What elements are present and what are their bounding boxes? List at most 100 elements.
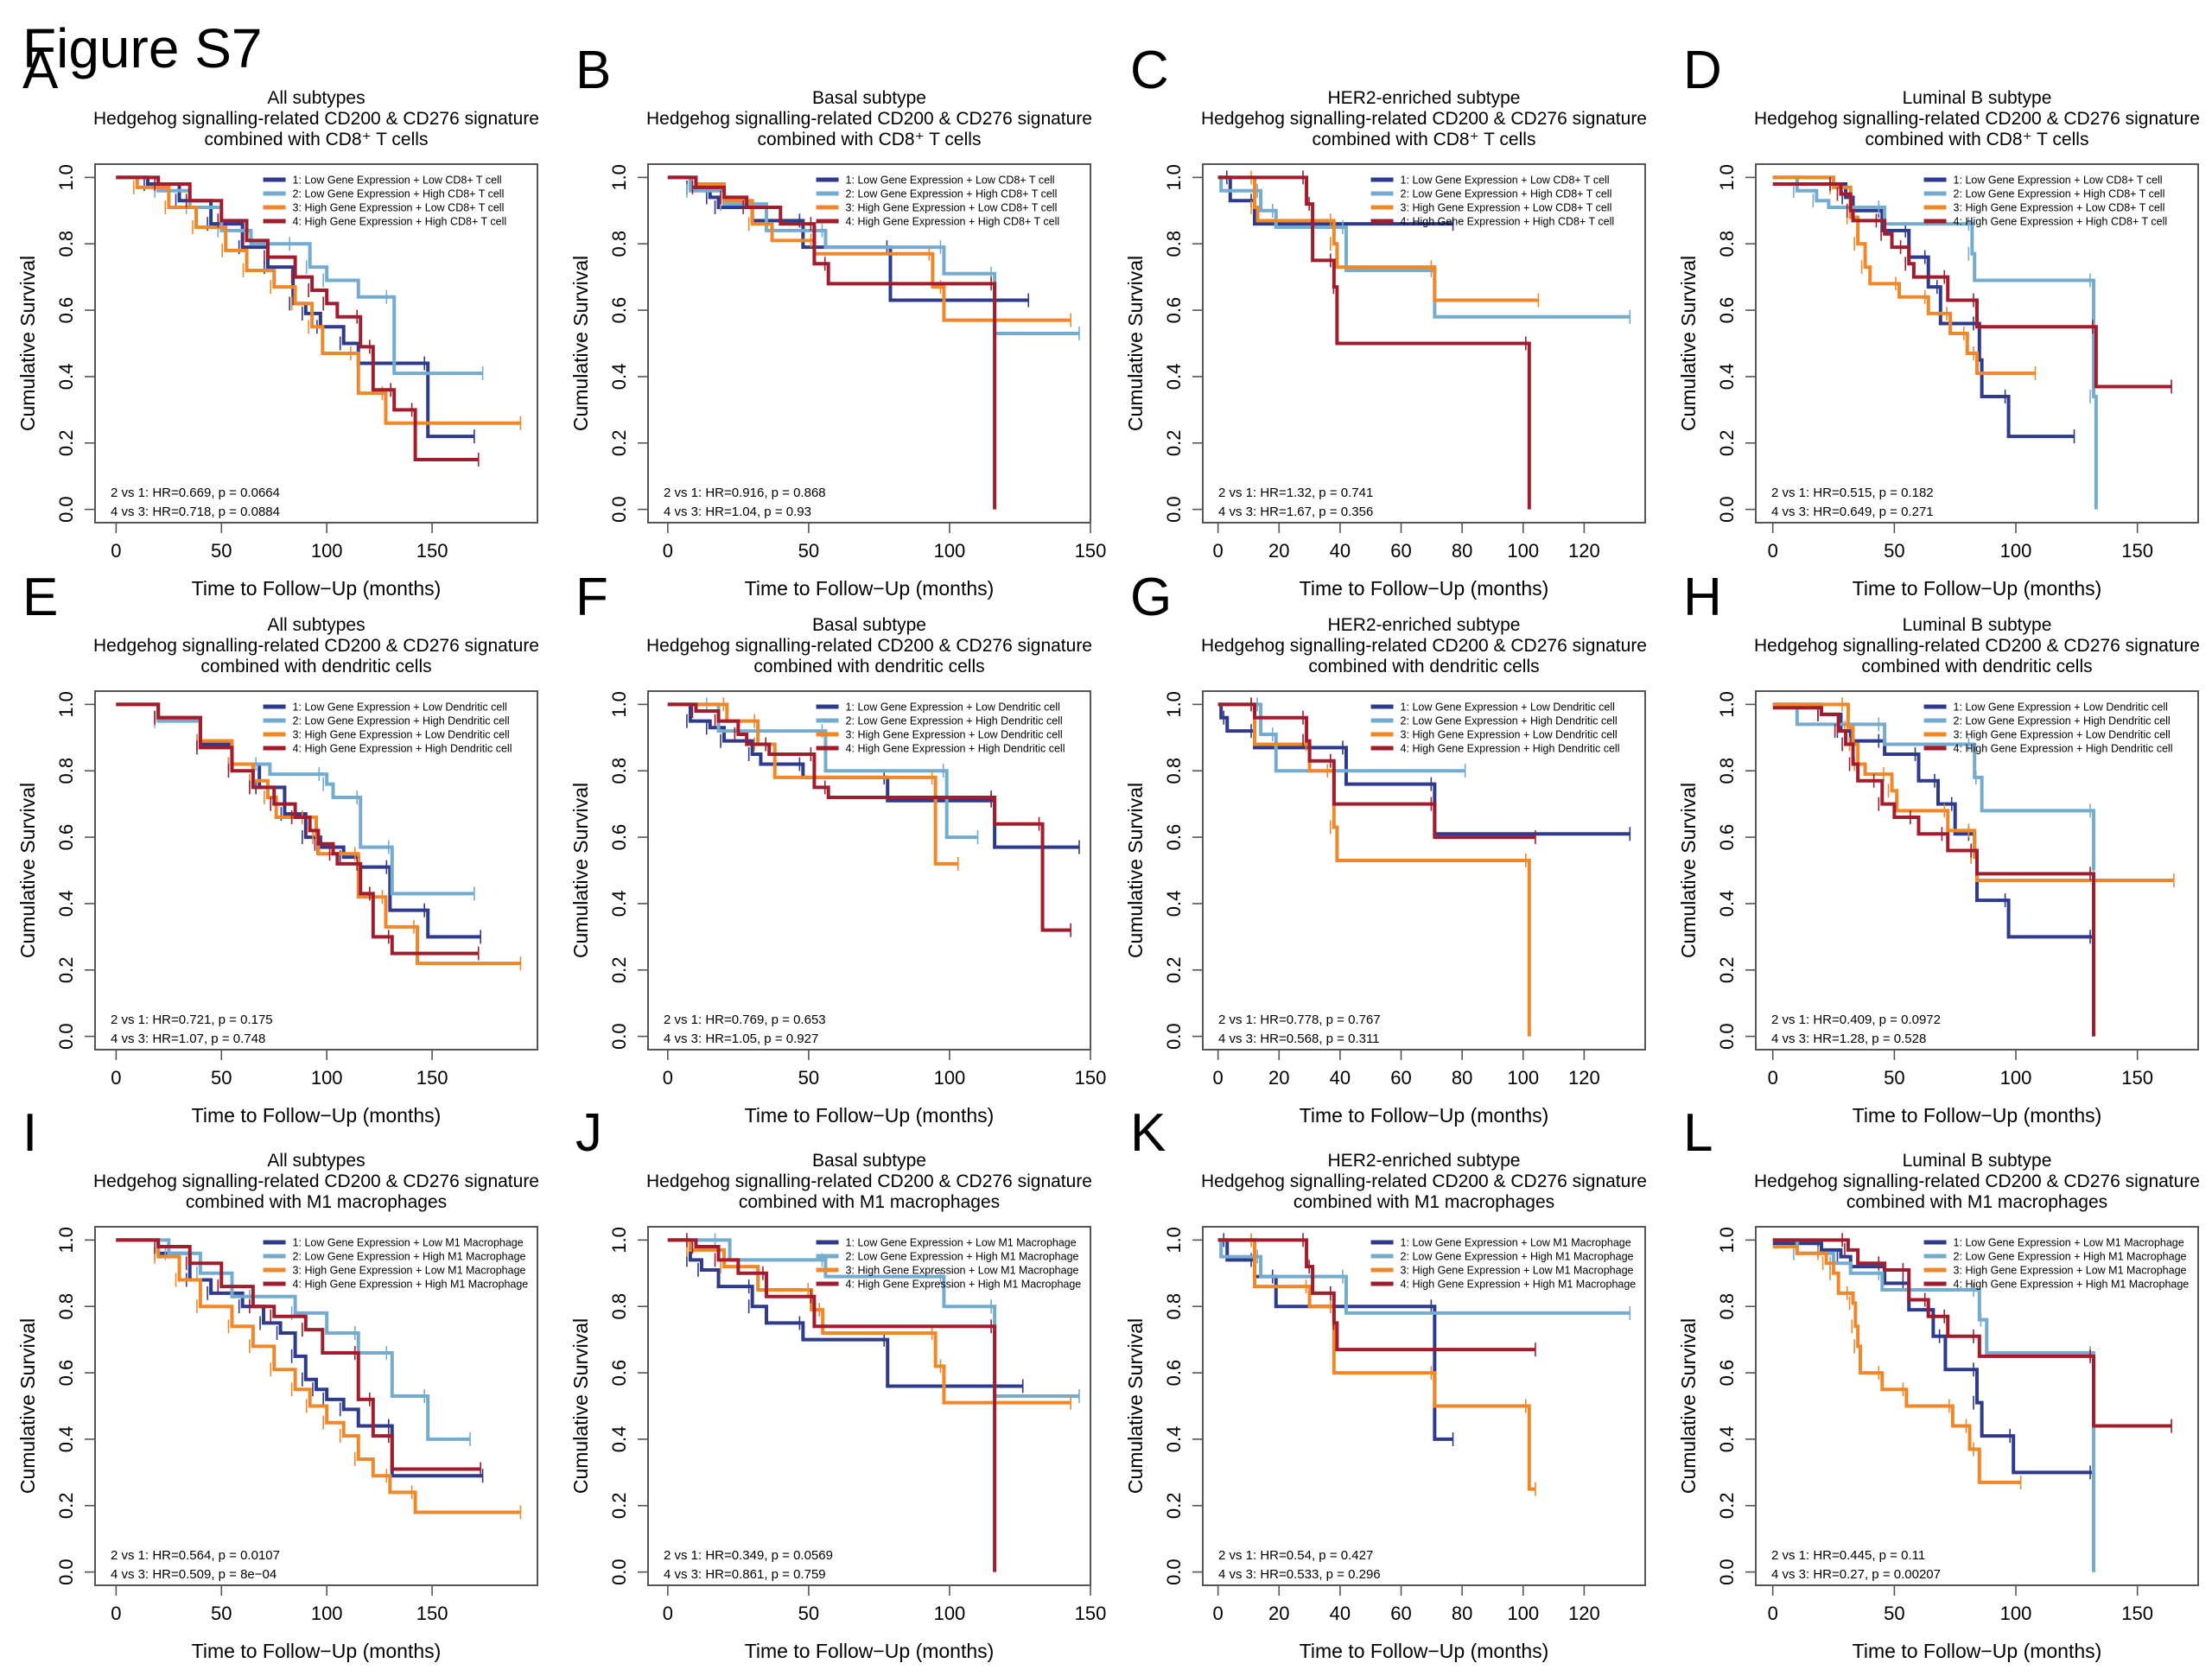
hazard-ratio-stat: 4 vs 3: HR=0.27, p = 0.00207 <box>1771 1567 1941 1582</box>
x-tick-label: 60 <box>1390 1603 1411 1624</box>
legend-label: 1: Low Gene Expression + Low M1 Macropha… <box>293 1237 524 1249</box>
y-tick-label: 0.0 <box>55 1023 77 1050</box>
x-tick-label: 60 <box>1390 540 1411 562</box>
y-tick-label: 1.0 <box>608 164 630 191</box>
y-tick-label: 0.2 <box>55 429 77 456</box>
panel-title-line: combined with M1 macrophages <box>739 1192 1000 1212</box>
panel-title-line: Basal subtype <box>812 615 926 635</box>
panel-letter: D <box>1683 41 1722 100</box>
y-tick-label: 0.6 <box>1163 297 1185 324</box>
survival-curve-group-3 <box>667 175 1071 322</box>
legend-label: 4: High Gene Expression + High CD8+ T ce… <box>293 216 507 228</box>
legend-label: 2: Low Gene Expression + High CD8+ T cel… <box>846 188 1058 200</box>
panel-letter: I <box>22 1103 37 1163</box>
y-tick-label: 0.8 <box>55 231 77 257</box>
legend-label: 4: High Gene Expression + High CD8+ T ce… <box>1954 216 2168 228</box>
plot-frame <box>1755 690 2199 1051</box>
x-tick-label: 0 <box>663 1603 673 1624</box>
legend-label: 4: High Gene Expression + High CD8+ T ce… <box>846 216 1060 228</box>
x-axis-label: Time to Follow−Up (months) <box>1300 1104 1549 1127</box>
y-axis-label: Cumulative Survival <box>1677 783 1700 958</box>
legend-label: 3: High Gene Expression + Low Dendritic … <box>1401 729 1618 741</box>
survival-curve-group-4 <box>116 175 479 461</box>
x-tick-label: 50 <box>211 540 232 562</box>
x-tick-label: 150 <box>1075 540 1107 562</box>
panel-letter: H <box>1683 568 1722 627</box>
x-tick-label: 100 <box>1507 540 1539 562</box>
y-tick-label: 1.0 <box>1716 1227 1738 1254</box>
x-tick-label: 150 <box>1075 1067 1107 1089</box>
x-tick-label: 0 <box>663 1067 673 1089</box>
legend-label: 4: High Gene Expression + High M1 Macrop… <box>1401 1279 1637 1291</box>
panel-title-line: Hedgehog signalling-related CD200 & CD27… <box>1201 1171 1647 1191</box>
x-tick-label: 100 <box>1507 1067 1539 1089</box>
legend-label: 3: High Gene Expression + Low M1 Macroph… <box>846 1265 1079 1277</box>
x-tick-label: 50 <box>798 1603 819 1624</box>
plot-frame <box>1202 690 1646 1051</box>
panel-title-line: Basal subtype <box>812 88 926 108</box>
y-tick-label: 0.8 <box>55 1293 77 1320</box>
survival-curve-group-2 <box>1217 1238 1630 1315</box>
y-tick-label: 0.6 <box>1163 824 1185 851</box>
y-tick-label: 0.8 <box>1163 758 1185 784</box>
y-tick-label: 0.6 <box>608 1360 630 1387</box>
x-tick-label: 50 <box>1884 1603 1904 1624</box>
x-tick-label: 100 <box>934 1067 966 1089</box>
plot-frame <box>1755 163 2199 524</box>
legend-label: 4: High Gene Expression + High Dendritic… <box>1401 743 1620 755</box>
survival-curve-group-4 <box>1217 1238 1535 1352</box>
panel-letter: E <box>22 568 58 627</box>
legend-label: 4: High Gene Expression + High Dendritic… <box>293 743 512 755</box>
hazard-ratio-stat: 2 vs 1: HR=1.32, p = 0.741 <box>1218 486 1373 500</box>
x-tick-label: 40 <box>1330 540 1351 562</box>
x-tick-label: 0 <box>663 540 673 562</box>
legend-label: 2: Low Gene Expression + High M1 Macroph… <box>1401 1251 1634 1263</box>
panel-letter: G <box>1130 568 1172 627</box>
x-tick-label: 150 <box>2121 1603 2153 1624</box>
y-tick-label: 1.0 <box>608 691 630 718</box>
legend-label: 2: Low Gene Expression + High M1 Macroph… <box>846 1251 1079 1263</box>
legend-label: 1: Low Gene Expression + Low Dendritic c… <box>1954 702 2168 714</box>
legend-label: 3: High Gene Expression + Low M1 Macroph… <box>1401 1265 1634 1277</box>
survival-curve-group-2 <box>1772 702 2096 871</box>
hazard-ratio-stat: 4 vs 3: HR=1.05, p = 0.927 <box>664 1032 818 1046</box>
x-tick-label: 80 <box>1452 540 1472 562</box>
survival-curve-group-3 <box>1217 1238 1535 1491</box>
legend-label: 3: High Gene Expression + Low M1 Macroph… <box>1954 1265 2187 1277</box>
hazard-ratio-stat: 2 vs 1: HR=0.669, p = 0.0664 <box>111 486 280 500</box>
survival-curve-group-3 <box>116 175 521 425</box>
hazard-ratio-stat: 4 vs 3: HR=1.07, p = 0.748 <box>111 1032 265 1046</box>
panel-title-line: combined with dendritic cells <box>753 657 984 676</box>
survival-curve-group-3 <box>1772 702 2174 883</box>
x-tick-label: 20 <box>1268 540 1289 562</box>
survival-curve-group-4 <box>116 1238 481 1471</box>
plot-frame <box>94 1226 538 1586</box>
hazard-ratio-stat: 2 vs 1: HR=0.349, p = 0.0569 <box>664 1548 833 1563</box>
y-tick-label: 0.8 <box>55 758 77 784</box>
panel-title-line: Luminal B subtype <box>1903 615 2052 635</box>
hazard-ratio-stat: 4 vs 3: HR=0.649, p = 0.271 <box>1771 505 1934 519</box>
hazard-ratio-stat: 2 vs 1: HR=0.54, p = 0.427 <box>1218 1548 1373 1563</box>
hazard-ratio-stat: 4 vs 3: HR=0.718, p = 0.0884 <box>111 505 280 519</box>
survival-curve-group-2 <box>667 1238 1079 1398</box>
legend-label: 4: High Gene Expression + High Dendritic… <box>1954 743 2173 755</box>
hazard-ratio-stat: 2 vs 1: HR=0.721, p = 0.175 <box>111 1013 273 1027</box>
plot-frame <box>1202 1226 1646 1586</box>
y-tick-label: 0.4 <box>1163 891 1185 917</box>
x-tick-label: 120 <box>1568 1067 1600 1089</box>
survival-curve-group-3 <box>1772 1245 2021 1484</box>
x-tick-label: 100 <box>2000 540 2032 562</box>
x-tick-label: 150 <box>416 1603 448 1624</box>
y-tick-label: 0.0 <box>1163 1023 1185 1050</box>
y-tick-label: 0.6 <box>55 824 77 851</box>
y-tick-label: 0.2 <box>608 429 630 456</box>
y-tick-label: 0.6 <box>1163 1360 1185 1387</box>
x-axis-label: Time to Follow−Up (months) <box>745 1104 995 1127</box>
panel-title-line: Hedgehog signalling-related CD200 & CD27… <box>1201 109 1647 129</box>
survival-curve-group-3 <box>116 1238 521 1514</box>
x-tick-label: 50 <box>798 1067 819 1089</box>
